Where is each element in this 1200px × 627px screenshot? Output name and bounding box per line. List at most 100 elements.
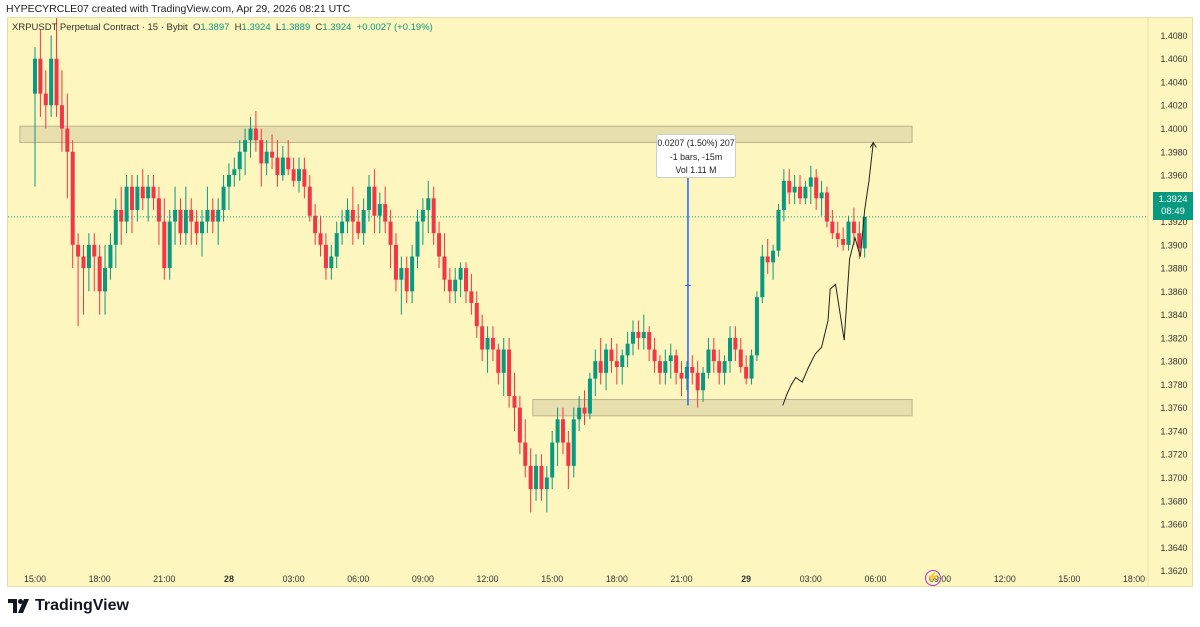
candle-body bbox=[43, 93, 48, 106]
candle-body bbox=[555, 419, 560, 443]
candle-body bbox=[178, 209, 183, 234]
high-value: 1.3924 bbox=[241, 22, 271, 33]
candle-body bbox=[851, 221, 856, 234]
candle-body bbox=[668, 355, 673, 362]
candle-body bbox=[620, 355, 625, 367]
candle-body bbox=[528, 465, 533, 490]
candle-body bbox=[814, 177, 819, 199]
measure-line-1: 0.0207 (1.50%) 207 bbox=[657, 138, 735, 148]
candle-body bbox=[534, 465, 539, 490]
candle-body bbox=[512, 396, 517, 408]
chart-caption: HYPECYRCLE07 created with TradingView.co… bbox=[6, 3, 351, 15]
candle-body bbox=[571, 419, 576, 466]
price-tick-label: 1.4080 bbox=[1161, 31, 1188, 41]
candle-body bbox=[442, 256, 447, 280]
candle-body bbox=[329, 256, 334, 269]
candle-body bbox=[830, 221, 835, 234]
candle-body bbox=[609, 349, 614, 362]
measure-line-2: -1 bars, -15m bbox=[669, 151, 723, 162]
tradingview-brand[interactable]: TradingView bbox=[8, 597, 129, 615]
chart-area[interactable]: 1.4080 1.4060 1.4040 1.4020 1.4000 1.3980 1.39… bbox=[7, 17, 1193, 587]
price-tick-label: 1.3720 bbox=[1161, 450, 1188, 460]
price-tick-label: 1.3700 bbox=[1161, 473, 1188, 483]
symbol-name: XRPUSDT Perpetual Contract · 15 · Bybit bbox=[12, 22, 188, 33]
price-tick-label: 1.3640 bbox=[1161, 543, 1188, 553]
candle-body bbox=[404, 268, 409, 292]
candle-body bbox=[841, 239, 846, 245]
candle-body bbox=[97, 256, 102, 292]
candle-body bbox=[587, 378, 592, 414]
candle-body bbox=[771, 250, 776, 263]
candle-body bbox=[108, 244, 113, 269]
candle-body bbox=[674, 355, 679, 373]
lightning-icon[interactable]: ⚡ bbox=[925, 570, 941, 586]
candle-body bbox=[464, 268, 468, 292]
candle-body bbox=[690, 366, 695, 373]
candle-body bbox=[140, 186, 145, 199]
candle-body bbox=[323, 244, 328, 269]
candle-body bbox=[426, 198, 431, 210]
price-tick-label: 1.3860 bbox=[1161, 287, 1188, 297]
candle-body bbox=[129, 186, 134, 210]
candle-body bbox=[706, 349, 711, 373]
candle-body bbox=[167, 221, 172, 269]
candle-body bbox=[458, 268, 463, 280]
candle-body bbox=[846, 221, 851, 245]
time-tick-label: 18:00 bbox=[1123, 574, 1145, 584]
candle-body bbox=[566, 442, 571, 466]
candle-body bbox=[383, 204, 388, 222]
time-tick-label: 15:00 bbox=[541, 574, 563, 584]
candle-body bbox=[631, 332, 636, 344]
candlestick-chart[interactable]: 1.4080 1.4060 1.4040 1.4020 1.4000 1.3980 1.39… bbox=[8, 18, 1193, 587]
candle-body bbox=[313, 215, 318, 234]
price-tick-label: 1.4060 bbox=[1161, 54, 1188, 64]
high-label: H bbox=[234, 22, 242, 33]
candle-body bbox=[641, 332, 646, 338]
candle-body bbox=[614, 361, 619, 367]
candle-body bbox=[582, 407, 587, 414]
price-tick-label: 1.4000 bbox=[1161, 124, 1188, 134]
zone-1 bbox=[532, 399, 913, 417]
price-tick-label: 1.4040 bbox=[1161, 77, 1188, 87]
last-price-label: 1.3924 08:49 bbox=[1153, 192, 1193, 220]
candle-body bbox=[345, 209, 350, 222]
candle-body bbox=[221, 186, 226, 210]
candle-body bbox=[744, 366, 749, 379]
last-price-value: 1.3924 bbox=[1158, 194, 1188, 205]
candle-body bbox=[86, 244, 91, 269]
candle-body bbox=[65, 128, 70, 152]
candle-body bbox=[727, 337, 732, 362]
close-value: 1.3924 bbox=[322, 22, 352, 33]
candle-body bbox=[469, 291, 474, 303]
zone-0 bbox=[19, 125, 913, 143]
candle-body bbox=[711, 349, 716, 362]
candle-body bbox=[544, 477, 549, 490]
candle-body bbox=[280, 157, 285, 176]
price-tick-label: 1.3960 bbox=[1161, 171, 1188, 181]
candle-body bbox=[393, 244, 398, 280]
candle-body bbox=[792, 186, 797, 193]
price-tick-label: 1.3820 bbox=[1161, 333, 1188, 343]
candle-body bbox=[270, 151, 275, 158]
candle-body bbox=[205, 209, 210, 222]
candle-body bbox=[307, 186, 312, 216]
measure-line-3: Vol 1.11 M bbox=[675, 165, 717, 175]
price-tick-label: 1.3980 bbox=[1161, 147, 1188, 157]
candle-body bbox=[754, 297, 759, 356]
candle-body bbox=[684, 366, 689, 379]
candle-body bbox=[194, 221, 199, 234]
candle-body bbox=[151, 186, 156, 199]
price-tick-label: 1.3800 bbox=[1161, 357, 1188, 367]
candle-body bbox=[81, 256, 86, 269]
time-tick-label: 18:00 bbox=[89, 574, 111, 584]
candle-body bbox=[738, 349, 743, 367]
candle-body bbox=[733, 337, 738, 350]
candle-body bbox=[453, 279, 458, 292]
candle-body bbox=[722, 361, 727, 373]
candle-body bbox=[765, 256, 770, 263]
price-tick-label: 1.3760 bbox=[1161, 403, 1188, 413]
bar-countdown: 08:49 bbox=[1161, 206, 1185, 217]
candle-body bbox=[54, 58, 59, 106]
candle-body bbox=[560, 419, 565, 443]
candle-body bbox=[76, 244, 81, 257]
